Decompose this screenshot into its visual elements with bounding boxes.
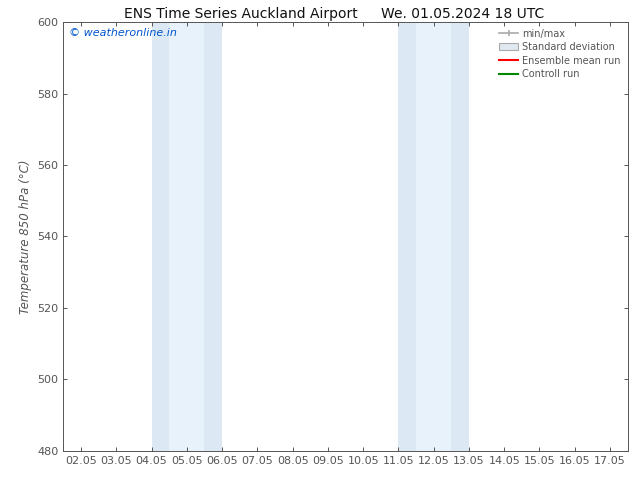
Bar (398, 22, 416, 451)
Legend: min/max, Standard deviation, Ensemble mean run, Controll run: min/max, Standard deviation, Ensemble me… (497, 27, 623, 81)
Bar (451, 22, 469, 451)
Text: © weatheronline.in: © weatheronline.in (69, 28, 177, 39)
Bar (152, 22, 169, 451)
Text: We. 01.05.2024 18 UTC: We. 01.05.2024 18 UTC (381, 7, 545, 22)
Y-axis label: Temperature 850 hPa (°C): Temperature 850 hPa (°C) (19, 159, 32, 314)
Bar (416, 22, 451, 451)
Text: ENS Time Series Auckland Airport: ENS Time Series Auckland Airport (124, 7, 358, 22)
Bar (169, 22, 205, 451)
Bar (204, 22, 222, 451)
